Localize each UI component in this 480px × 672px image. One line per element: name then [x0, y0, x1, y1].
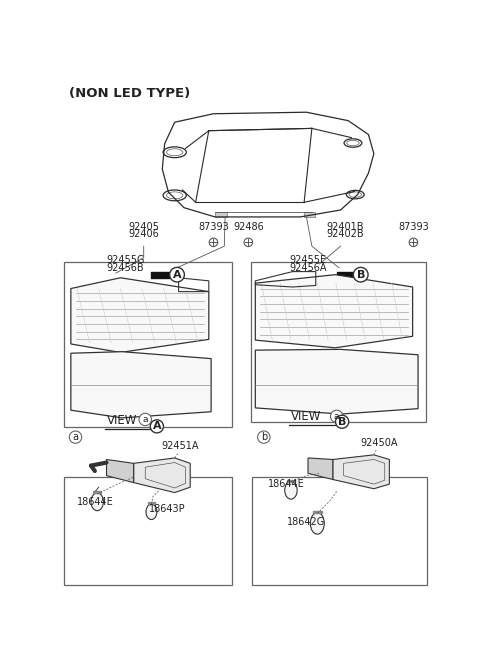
Bar — [252, 477, 427, 585]
Text: 92406: 92406 — [128, 229, 159, 239]
Text: a: a — [334, 412, 339, 421]
Circle shape — [153, 364, 166, 376]
Text: 92486: 92486 — [233, 222, 264, 232]
Circle shape — [209, 238, 218, 247]
Text: A: A — [173, 269, 181, 280]
Polygon shape — [93, 491, 101, 493]
Text: 18642G: 18642G — [288, 517, 325, 528]
Text: 87393: 87393 — [198, 222, 229, 232]
Text: 92450A: 92450A — [360, 438, 398, 448]
Ellipse shape — [146, 504, 157, 519]
Circle shape — [168, 390, 181, 403]
Polygon shape — [71, 351, 211, 418]
Text: (NON LED TYPE): (NON LED TYPE) — [69, 87, 191, 100]
Text: 18644E: 18644E — [268, 478, 304, 489]
Text: 92455G: 92455G — [107, 255, 145, 265]
Polygon shape — [255, 349, 418, 414]
Polygon shape — [107, 460, 133, 482]
Circle shape — [125, 361, 137, 373]
Circle shape — [150, 420, 164, 433]
Ellipse shape — [285, 481, 297, 499]
Text: 92402B: 92402B — [326, 229, 364, 239]
Polygon shape — [255, 275, 413, 348]
Bar — [64, 477, 232, 585]
Text: 92456A: 92456A — [289, 263, 327, 273]
Text: a: a — [72, 432, 79, 442]
Text: VIEW: VIEW — [107, 414, 137, 427]
Text: 92455E: 92455E — [289, 255, 326, 265]
Polygon shape — [333, 455, 389, 489]
Ellipse shape — [91, 493, 103, 511]
Circle shape — [300, 386, 312, 398]
Polygon shape — [147, 502, 156, 504]
Text: 18644E: 18644E — [77, 497, 114, 507]
Circle shape — [139, 413, 152, 425]
Polygon shape — [133, 458, 190, 493]
Polygon shape — [308, 458, 333, 480]
Circle shape — [316, 357, 328, 370]
Bar — [215, 212, 228, 217]
Polygon shape — [71, 278, 209, 352]
Circle shape — [342, 360, 355, 372]
Circle shape — [178, 367, 190, 380]
Text: 18643P: 18643P — [149, 504, 186, 514]
Text: 92456B: 92456B — [107, 263, 144, 273]
Text: a: a — [143, 415, 148, 424]
Circle shape — [258, 431, 270, 444]
Ellipse shape — [311, 513, 324, 534]
Text: 92401B: 92401B — [326, 222, 364, 232]
Circle shape — [330, 410, 343, 423]
Circle shape — [99, 364, 111, 376]
Bar — [251, 261, 426, 422]
Circle shape — [69, 431, 82, 444]
Circle shape — [244, 238, 252, 247]
Text: A: A — [153, 421, 161, 431]
Bar — [304, 212, 315, 217]
Circle shape — [353, 267, 368, 282]
Text: B: B — [338, 417, 346, 427]
Circle shape — [169, 267, 184, 282]
Circle shape — [368, 364, 380, 376]
Circle shape — [342, 388, 355, 401]
Text: 87393: 87393 — [398, 222, 429, 232]
Circle shape — [127, 388, 140, 401]
Circle shape — [286, 360, 299, 372]
Polygon shape — [287, 480, 295, 482]
Circle shape — [336, 415, 348, 428]
Text: 92451A: 92451A — [161, 441, 199, 451]
Polygon shape — [312, 511, 322, 513]
Text: 92405: 92405 — [128, 222, 159, 232]
Text: b: b — [261, 432, 267, 442]
Circle shape — [409, 238, 418, 247]
Text: B: B — [357, 269, 365, 280]
Bar — [64, 261, 232, 427]
Text: VIEW: VIEW — [291, 411, 322, 423]
